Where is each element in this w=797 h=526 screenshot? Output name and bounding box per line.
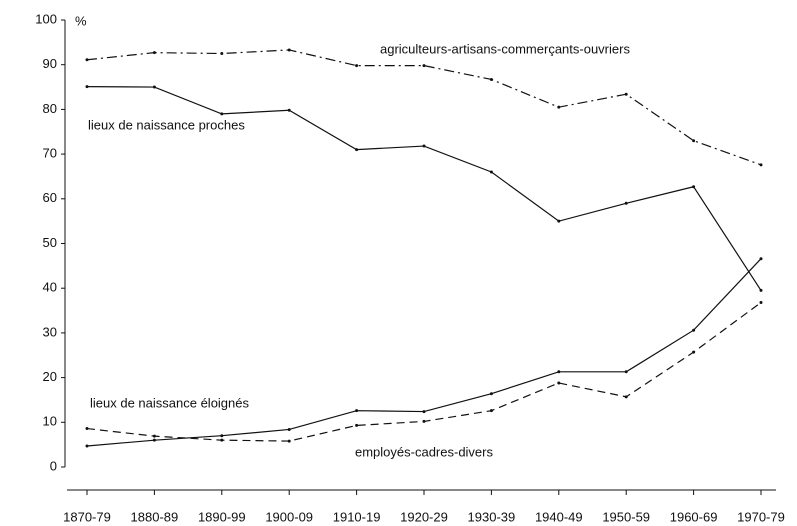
point <box>287 427 291 431</box>
point <box>422 144 426 148</box>
x-tick-label: 1940-49 <box>535 509 583 524</box>
point <box>489 170 493 174</box>
y-tick-label: 100 <box>35 11 57 26</box>
point <box>220 438 224 442</box>
y-tick-label: 40 <box>43 280 57 295</box>
point <box>422 419 426 423</box>
point <box>287 108 291 112</box>
point <box>489 409 493 413</box>
y-tick-label: 90 <box>43 56 57 71</box>
series-label: employés-cadres-divers <box>355 444 493 459</box>
point <box>152 438 156 442</box>
point <box>624 92 628 96</box>
x-tick-label: 1950-59 <box>602 509 650 524</box>
point <box>220 52 224 56</box>
point <box>152 85 156 89</box>
point <box>624 370 628 374</box>
x-tick-label: 1960-69 <box>670 509 718 524</box>
y-tick-label: 20 <box>43 369 57 384</box>
x-tick-label: 1900-09 <box>265 509 313 524</box>
point <box>489 77 493 81</box>
y-tick-label: 80 <box>43 101 57 116</box>
x-tick-label: 1910-19 <box>333 509 381 524</box>
point <box>220 434 224 438</box>
point <box>759 257 763 261</box>
y-unit: % <box>75 13 87 28</box>
point <box>152 434 156 438</box>
point <box>287 48 291 52</box>
point <box>624 201 628 205</box>
point <box>355 64 359 68</box>
y-tick-label: 10 <box>43 414 57 429</box>
y-tick-label: 0 <box>50 458 57 473</box>
series-line <box>86 258 762 447</box>
x-tick-label: 1890-99 <box>198 509 246 524</box>
y-tick-label: 50 <box>43 235 57 250</box>
series-label: agriculteurs-artisans-commerçants-ouvrie… <box>380 41 630 56</box>
point <box>489 392 493 396</box>
point <box>759 288 763 292</box>
point <box>152 51 156 55</box>
point <box>85 85 89 89</box>
x-tick-label: 1870-79 <box>63 509 111 524</box>
point <box>692 328 696 332</box>
x-tick-label: 1920-29 <box>400 509 448 524</box>
point <box>220 112 224 116</box>
series-label: lieux de naissance proches <box>88 117 245 132</box>
point <box>85 58 89 62</box>
point <box>355 423 359 427</box>
series-line <box>86 49 762 166</box>
point <box>557 381 561 385</box>
point <box>624 395 628 399</box>
point <box>85 444 89 448</box>
y-tick-label: 70 <box>43 146 57 161</box>
point <box>355 148 359 152</box>
point <box>85 427 89 431</box>
x-tick-label: 1970-79 <box>737 509 785 524</box>
series-label: lieux de naissance éloignés <box>90 395 249 410</box>
point <box>692 139 696 143</box>
point <box>759 163 763 167</box>
point <box>692 350 696 354</box>
point <box>557 219 561 223</box>
point <box>557 105 561 109</box>
point <box>692 185 696 189</box>
y-tick-label: 30 <box>43 324 57 339</box>
x-tick-label: 1880-89 <box>131 509 179 524</box>
point <box>287 439 291 443</box>
point <box>557 370 561 374</box>
point <box>759 301 763 305</box>
y-tick-label: 60 <box>43 190 57 205</box>
point <box>422 410 426 414</box>
point <box>422 64 426 68</box>
x-tick-label: 1930-39 <box>468 509 516 524</box>
point <box>355 409 359 413</box>
